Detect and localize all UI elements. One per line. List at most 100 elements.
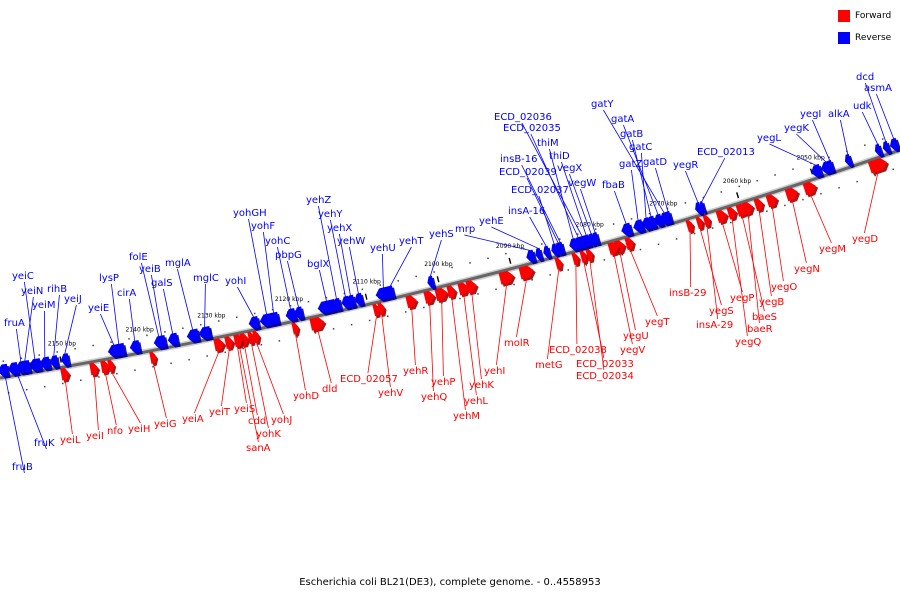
reverse-gene-yehe	[535, 247, 545, 263]
scale-label: 2150 kbp	[48, 340, 76, 347]
gene-leader-line	[701, 157, 726, 202]
gene-leader-line	[239, 346, 259, 443]
forward-gene-yegq	[726, 206, 739, 222]
gene-label-yehl: yehL	[464, 396, 488, 407]
forward-track-dot	[98, 376, 100, 378]
gene-leader-line	[64, 379, 73, 435]
gene-label-gatb: gatB	[620, 129, 643, 140]
gene-leader-line	[317, 329, 332, 384]
reverse-track-dot	[20, 357, 23, 359]
reverse-track-dot	[720, 191, 723, 193]
gene-leader-line	[655, 167, 669, 212]
gene-leader-line	[441, 299, 444, 377]
gene-leader-line	[111, 283, 120, 344]
forward-track-dot	[116, 372, 118, 375]
feature-body	[882, 140, 891, 154]
gene-leader-line	[861, 111, 879, 145]
gene-leader-line	[521, 164, 561, 243]
gene-label-dcd: dcd	[856, 72, 874, 83]
gene-leader-line	[569, 173, 592, 234]
gene-leader-line	[623, 124, 659, 215]
reverse-gene-yeim	[39, 356, 53, 372]
forward-track-dot	[657, 243, 660, 246]
feature-body	[741, 201, 753, 215]
gene-leader-line	[689, 231, 692, 288]
gene-leader-line	[614, 190, 627, 224]
gene-label-udk: udk	[853, 101, 872, 112]
gene-label-insa-29: insA-29	[696, 320, 733, 331]
feature-body	[39, 356, 51, 370]
gene-label-yehk: yehK	[469, 380, 494, 391]
gene-leader-line	[547, 269, 560, 360]
reverse-track-dot	[792, 168, 794, 170]
forward-track-dot	[43, 385, 46, 388]
forward-gene-sana	[235, 334, 245, 349]
map-caption: Escherichia coli BL21(DE3), complete gen…	[299, 577, 601, 588]
forward-track-dot	[513, 283, 515, 286]
gene-leader-line	[747, 213, 760, 324]
reverse-gene-yehz	[332, 297, 344, 313]
gene-leader-line	[812, 119, 831, 161]
gene-label-yegm: yegM	[819, 244, 846, 255]
gene-label-insa-16: insA-16	[508, 206, 545, 217]
gene-label-yegs: yegS	[709, 306, 734, 317]
reverse-track-dot	[738, 185, 740, 188]
legend-reverse: Reverse	[838, 31, 891, 45]
feature-body	[309, 316, 325, 331]
feature-body	[28, 358, 42, 372]
gene-label-yeij: yeiJ	[64, 294, 82, 305]
gene-leader-line	[339, 233, 351, 296]
feature-body	[874, 143, 883, 157]
gene-leader-line	[731, 218, 748, 337]
reverse-track-dot	[218, 320, 220, 322]
feature-body	[112, 342, 126, 356]
feature-body	[621, 222, 633, 236]
gene-label-yegi: yegI	[800, 109, 821, 120]
gene-label-ecd-02039: ECD_02039	[499, 167, 557, 178]
scale-label: 2090 kbp	[496, 243, 524, 250]
gene-label-thid: thiD	[549, 151, 570, 162]
feature-body	[535, 247, 543, 261]
forward-track-dot	[206, 355, 208, 357]
gene-leader-line	[129, 298, 136, 341]
feature-body	[285, 307, 297, 321]
gene-leader-line	[685, 170, 699, 203]
feature-body	[579, 250, 587, 263]
feature-body	[372, 303, 380, 317]
gene-label-yegn: yegN	[794, 264, 820, 275]
forward-track-dot	[693, 232, 696, 235]
reverse-track-dot	[2, 360, 5, 362]
gene-leader-line	[204, 283, 206, 328]
gene-label-yehe: yehE	[479, 216, 504, 227]
feature-body	[753, 198, 763, 212]
forward-gene-dld	[309, 316, 327, 333]
gene-leader-line	[526, 177, 559, 244]
gene-leader-line	[769, 143, 816, 166]
backbone-line	[0, 148, 900, 380]
feature-body	[457, 282, 469, 296]
reverse-gene-yegi	[826, 159, 837, 175]
reverse-track-dot	[379, 284, 382, 286]
reverse-features-layer	[0, 137, 900, 379]
reverse-gene-yohf	[268, 311, 282, 327]
gene-leader-line	[864, 82, 887, 142]
gene-label-gatz: gatZ	[619, 159, 642, 170]
forward-swatch	[838, 10, 850, 22]
feature-body	[844, 153, 853, 167]
forward-gene-yegp	[715, 209, 730, 225]
gene-leader-line	[561, 161, 587, 236]
gene-label-yohc: yohC	[265, 236, 290, 247]
gene-label-ecd-02037: ECD_02037	[511, 185, 569, 196]
gene-label-asma: asmA	[864, 83, 892, 94]
reverse-track-dot	[128, 338, 130, 340]
reverse-track-dot	[343, 292, 346, 295]
reverse-track-dot	[325, 296, 328, 299]
gene-leader-line	[194, 350, 220, 414]
gene-leader-line	[256, 342, 284, 415]
gene-leader-line	[632, 139, 652, 217]
forward-track-dot	[296, 336, 299, 338]
reverse-gene-insb-16	[557, 241, 567, 257]
feature-body	[248, 315, 260, 329]
feature-body	[465, 280, 477, 294]
